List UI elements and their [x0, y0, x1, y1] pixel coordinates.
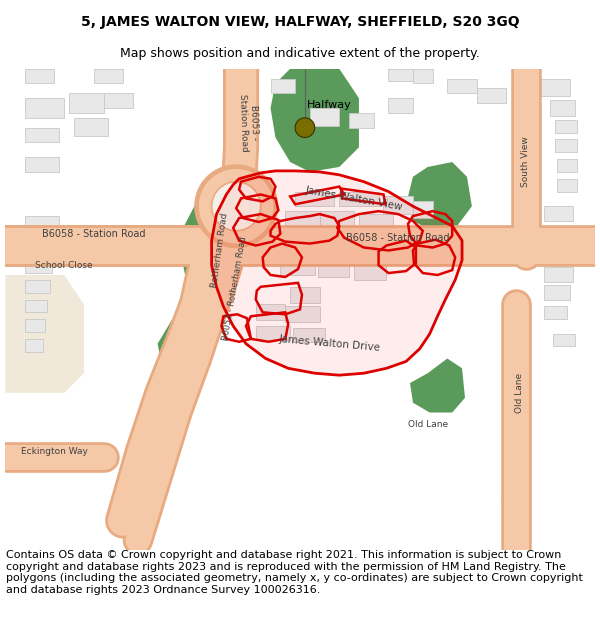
Text: B6053 -
Station Road: B6053 - Station Road [238, 94, 260, 152]
Polygon shape [25, 319, 44, 332]
Text: South View: South View [521, 137, 530, 188]
Polygon shape [25, 69, 55, 84]
Polygon shape [388, 69, 413, 81]
Polygon shape [94, 69, 123, 84]
Polygon shape [285, 211, 320, 228]
Polygon shape [310, 108, 339, 126]
Text: James Walton View: James Walton View [305, 185, 404, 212]
Polygon shape [556, 139, 577, 152]
Polygon shape [25, 127, 59, 142]
Polygon shape [69, 93, 104, 113]
Polygon shape [413, 201, 433, 218]
Polygon shape [25, 98, 64, 118]
Polygon shape [359, 239, 394, 256]
Polygon shape [339, 191, 379, 206]
Polygon shape [544, 206, 573, 221]
Polygon shape [212, 171, 462, 375]
Text: Old Lane: Old Lane [515, 372, 524, 413]
Polygon shape [354, 265, 386, 280]
Polygon shape [544, 248, 573, 262]
Polygon shape [271, 79, 295, 93]
Text: Halfway: Halfway [307, 100, 352, 110]
Circle shape [295, 118, 315, 138]
Polygon shape [388, 98, 413, 113]
Polygon shape [256, 326, 290, 340]
Polygon shape [320, 238, 357, 253]
Text: B6053 - Rotherham Road: B6053 - Rotherham Road [221, 236, 249, 341]
Polygon shape [25, 241, 55, 253]
Polygon shape [25, 216, 59, 231]
Text: School Close: School Close [35, 261, 93, 269]
Circle shape [199, 169, 274, 244]
Polygon shape [349, 113, 374, 128]
Polygon shape [25, 339, 43, 352]
Circle shape [212, 182, 261, 231]
Polygon shape [290, 287, 320, 302]
Polygon shape [256, 304, 285, 320]
Polygon shape [317, 263, 349, 277]
Polygon shape [544, 228, 573, 242]
Polygon shape [553, 334, 575, 346]
Polygon shape [408, 162, 472, 231]
Polygon shape [25, 280, 50, 292]
Polygon shape [448, 79, 477, 93]
Polygon shape [74, 118, 109, 136]
Polygon shape [182, 187, 231, 290]
Polygon shape [25, 260, 52, 273]
Text: Old Lane: Old Lane [407, 420, 448, 429]
Text: Map shows position and indicative extent of the property.: Map shows position and indicative extent… [120, 48, 480, 61]
Text: B6058 - Station Road: B6058 - Station Road [346, 232, 450, 242]
Polygon shape [158, 299, 206, 375]
Polygon shape [293, 328, 325, 342]
Text: 5, JAMES WALTON VIEW, HALFWAY, SHEFFIELD, S20 3GQ: 5, JAMES WALTON VIEW, HALFWAY, SHEFFIELD… [80, 14, 520, 29]
Polygon shape [25, 299, 47, 312]
Polygon shape [104, 93, 133, 108]
Polygon shape [271, 69, 359, 172]
Polygon shape [502, 481, 531, 511]
Polygon shape [556, 120, 577, 132]
Text: B6058 - Station Road: B6058 - Station Road [42, 229, 145, 239]
Polygon shape [285, 306, 320, 322]
Polygon shape [557, 179, 577, 191]
Text: Rotherham Road: Rotherham Road [210, 213, 229, 289]
Circle shape [195, 165, 277, 248]
Polygon shape [410, 359, 465, 413]
Text: James Walton Drive: James Walton Drive [278, 334, 380, 353]
Polygon shape [557, 159, 577, 172]
Polygon shape [544, 306, 567, 319]
Polygon shape [295, 191, 334, 206]
Polygon shape [544, 267, 573, 282]
Polygon shape [25, 157, 59, 172]
Polygon shape [413, 69, 433, 84]
Text: Contains OS data © Crown copyright and database right 2021. This information is : Contains OS data © Crown copyright and d… [6, 550, 583, 595]
Polygon shape [320, 211, 354, 228]
Text: Eckington Way: Eckington Way [21, 448, 88, 456]
Polygon shape [280, 236, 317, 251]
Polygon shape [383, 196, 413, 214]
Polygon shape [477, 88, 506, 103]
Polygon shape [550, 100, 575, 116]
Polygon shape [544, 285, 570, 299]
Polygon shape [541, 79, 570, 96]
Polygon shape [5, 275, 84, 550]
Polygon shape [280, 260, 315, 275]
Polygon shape [359, 214, 394, 230]
